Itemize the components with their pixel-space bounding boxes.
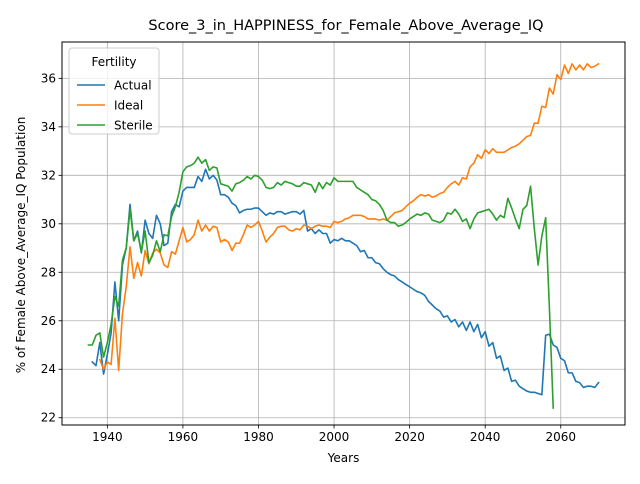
x-tick-label: 1960 [168,430,199,444]
x-tick-label: 2040 [470,430,501,444]
x-tick-label: 1940 [92,430,123,444]
y-tick-label: 36 [41,71,56,85]
y-tick-label: 22 [41,411,56,425]
x-tick-label: 2020 [394,430,425,444]
legend-label: Actual [114,79,152,93]
legend-label: Sterile [114,119,153,133]
legend-title: Fertility [91,55,136,69]
grid [62,42,625,425]
chart-title: Score_3_in_HAPPINESS_for_Female_Above_Av… [148,18,543,34]
legend-box [68,47,160,135]
x-axis: 1940 1960 1980 2000 2020 2040 2060 [92,425,576,444]
x-tick-label: 2060 [545,430,576,444]
legend: Fertility Actual Ideal Sterile [68,47,160,135]
y-tick-label: 24 [41,362,56,376]
x-axis-label: Years [327,451,360,465]
series-line-ideal [98,62,600,372]
series-lines [87,62,600,409]
series-line-sterile [87,156,555,409]
legend-label: Ideal [114,99,143,113]
y-tick-label: 32 [41,168,56,182]
y-tick-label: 34 [41,120,56,134]
x-tick-label: 2000 [319,430,350,444]
y-axis-label: % of Female Above_Average_IQ Population [14,117,28,374]
y-axis: 22 24 26 28 30 32 34 36 [41,71,62,425]
y-tick-label: 30 [41,217,56,231]
series-line-actual [91,168,600,396]
x-tick-label: 1980 [243,430,274,444]
y-tick-label: 28 [41,265,56,279]
plot-frame [61,41,626,426]
y-tick-label: 26 [41,314,56,328]
